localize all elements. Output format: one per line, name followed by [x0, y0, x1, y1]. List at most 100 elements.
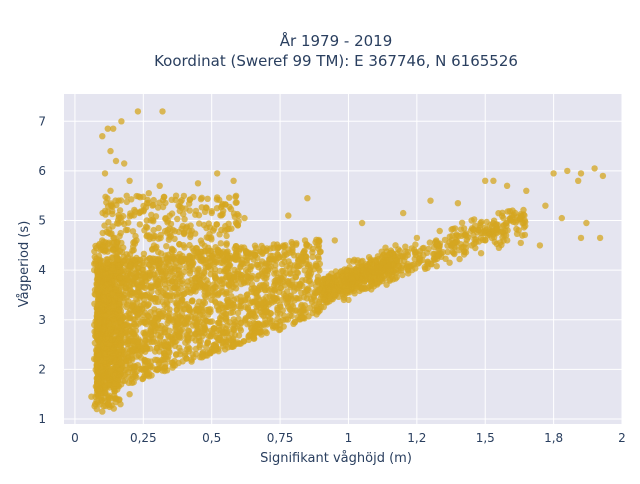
data-point [195, 267, 202, 274]
data-point [117, 307, 125, 315]
data-point [249, 272, 256, 279]
data-point [114, 255, 121, 262]
data-point [417, 257, 424, 264]
data-point [523, 187, 530, 194]
data-point [248, 324, 255, 332]
data-point [190, 354, 197, 361]
data-point [145, 190, 152, 197]
data-point [477, 221, 484, 229]
data-point [435, 245, 443, 252]
data-point [114, 371, 122, 378]
data-point [126, 391, 133, 398]
data-point [312, 261, 320, 268]
data-point [187, 222, 194, 229]
data-point [283, 278, 291, 285]
data-point [242, 248, 250, 256]
data-point [331, 277, 338, 285]
data-point [127, 261, 134, 269]
data-point [596, 234, 604, 242]
data-point [462, 230, 469, 237]
data-point [219, 255, 226, 262]
data-point [99, 133, 106, 140]
data-point [382, 244, 389, 251]
data-point [228, 279, 235, 286]
data-point [159, 108, 166, 115]
data-point [397, 253, 405, 260]
data-point [197, 280, 205, 287]
data-point [93, 280, 100, 287]
data-point [293, 269, 301, 276]
data-point [494, 221, 501, 229]
data-point [139, 284, 147, 291]
data-point [289, 246, 296, 253]
data-point [442, 255, 449, 262]
data-point [107, 326, 114, 333]
data-point [201, 299, 209, 306]
data-point [277, 303, 284, 310]
data-point [159, 310, 167, 317]
data-point [200, 221, 208, 229]
data-point [425, 245, 432, 253]
data-point [88, 393, 95, 400]
data-point [198, 240, 206, 247]
data-point [164, 319, 171, 327]
data-point [130, 300, 137, 307]
data-point [149, 323, 156, 330]
data-point [122, 336, 129, 344]
data-point [217, 240, 224, 247]
data-point [252, 244, 260, 252]
data-point [235, 332, 243, 339]
data-point [219, 338, 227, 345]
data-point [295, 252, 302, 259]
data-point [182, 339, 189, 346]
data-point [173, 291, 180, 298]
data-point [153, 366, 161, 373]
data-point [91, 286, 99, 294]
data-point [200, 353, 207, 360]
data-point [116, 247, 124, 255]
data-point [157, 231, 164, 239]
data-point [184, 314, 192, 321]
data-point [106, 303, 113, 310]
data-point [251, 284, 258, 292]
data-point [292, 307, 299, 314]
data-point [117, 359, 125, 366]
data-point [118, 118, 125, 125]
data-point [577, 234, 585, 242]
data-point [230, 177, 237, 184]
data-point [136, 221, 143, 228]
data-point [145, 338, 153, 346]
data-point [575, 177, 582, 184]
data-point [176, 333, 183, 340]
data-point [195, 212, 203, 219]
data-point [301, 307, 308, 314]
data-point [230, 301, 237, 308]
data-point [99, 271, 106, 279]
data-point [301, 247, 308, 254]
data-point [108, 278, 116, 285]
data-point [277, 284, 285, 292]
data-point [147, 283, 155, 291]
data-point [402, 243, 409, 250]
data-point [149, 295, 156, 303]
data-point [457, 226, 465, 233]
data-point [168, 248, 175, 256]
data-point [448, 241, 455, 249]
data-point [181, 216, 188, 223]
data-point [381, 272, 388, 279]
data-point [224, 328, 231, 335]
data-point [367, 266, 374, 274]
data-point [97, 368, 105, 375]
data-point [304, 262, 312, 270]
data-point [316, 267, 323, 274]
data-point [468, 242, 475, 249]
data-point [515, 227, 522, 234]
data-point [205, 290, 212, 297]
data-point [500, 214, 507, 222]
data-point [115, 211, 122, 219]
data-point [225, 220, 232, 227]
data-point [208, 346, 215, 353]
data-point [214, 246, 221, 253]
data-point [310, 292, 317, 300]
data-point [475, 226, 482, 234]
